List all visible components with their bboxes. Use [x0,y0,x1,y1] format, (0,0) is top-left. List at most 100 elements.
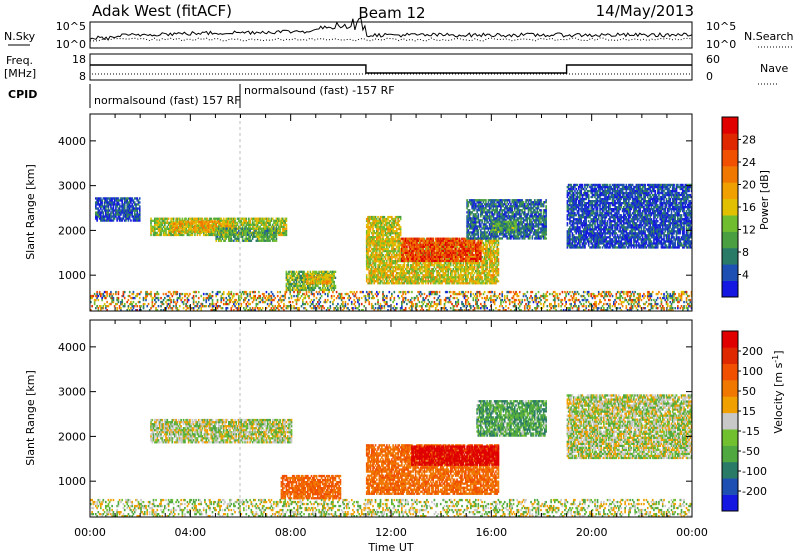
power-cell [406,264,408,267]
power-cell [184,226,186,229]
power-cell [462,264,465,267]
power-cell [334,270,337,274]
power-cell [269,229,271,232]
power-cell [228,222,230,225]
power-cell [416,268,418,271]
power-cell [298,288,300,292]
power-cell [457,270,460,273]
power-cell [174,233,176,237]
power-cell [176,224,179,227]
cpid-segment-2: normalsound (fast) -157 RF [244,84,395,97]
power-cell [376,253,378,257]
power-cell [382,260,384,263]
power-cell [401,278,403,281]
power-cell [483,229,486,232]
power-cell [389,260,392,263]
power-cell [370,247,373,251]
power-cell [175,233,177,237]
power-cell [408,268,411,271]
power-cell [233,235,235,238]
power-cell [226,217,229,220]
power-cell [224,230,226,233]
power-cell [290,288,293,292]
power-cell [325,276,328,279]
power-cell [210,217,213,220]
power-cell [175,220,177,223]
power-cell [325,274,328,277]
power-cell [283,229,285,233]
power-cell [310,282,313,285]
power-cell [368,264,371,267]
power-cell [419,272,422,275]
power-cell [436,257,438,261]
power-cell [165,233,167,237]
power-cell [283,231,285,235]
power-cell [192,217,195,220]
power-cell [485,201,487,204]
power-cell [264,223,266,227]
power-cell [497,262,500,265]
power-cell [258,219,260,223]
power-cell [396,274,398,277]
power-cell [431,241,433,244]
power-cell [318,278,320,281]
power-cell [159,223,161,227]
power-cell [234,233,236,237]
power-cell [428,253,431,257]
power-cell [241,229,244,232]
power-cell [398,253,401,257]
power-cell [322,282,324,285]
power-cell [475,219,477,222]
power-cell [234,217,236,220]
power-cell [332,272,334,276]
power-cell [416,251,418,255]
power-cell [384,262,387,265]
power-cell [396,245,398,249]
power-cell [269,227,271,231]
power-cell [204,217,206,220]
power-cell [368,262,371,265]
date-title: 14/May/2013 [596,2,694,20]
power-cell [406,266,408,269]
power-cell [312,282,314,285]
power-cell [191,228,194,231]
power-cell [407,255,409,259]
power-cell [234,220,236,223]
power-cell [451,257,453,261]
power-cell [302,286,304,290]
power-cell [171,230,174,233]
power-cell [296,282,299,286]
power-cell [477,213,480,216]
power-cell [399,225,402,229]
power-cell [365,253,368,257]
power-cell [373,243,376,247]
power-cell [374,251,377,255]
power-cell [171,226,174,229]
power-cell [290,282,293,286]
power-cell [388,257,391,261]
power-cell [376,255,378,259]
power-cell [245,231,248,234]
power-cell [392,282,394,285]
power-cell [194,231,196,235]
power-cell [411,253,413,257]
power-cell [437,251,440,255]
power-cell [322,278,324,281]
power-cell [261,239,264,242]
power-cell [185,222,187,225]
power-cell [412,274,414,277]
power-cell [320,288,323,292]
power-cell [379,260,382,263]
power-cell [392,247,394,251]
power-cell [368,245,371,249]
power-cell [174,228,176,231]
power-cell [285,286,288,290]
power-cell [211,233,214,237]
power-cell [270,237,273,240]
power-cell [455,272,457,275]
power-cell [379,262,382,265]
power-cell [170,226,172,229]
power-cell [368,278,371,281]
power-cell [467,270,470,273]
power-cell [482,280,485,283]
